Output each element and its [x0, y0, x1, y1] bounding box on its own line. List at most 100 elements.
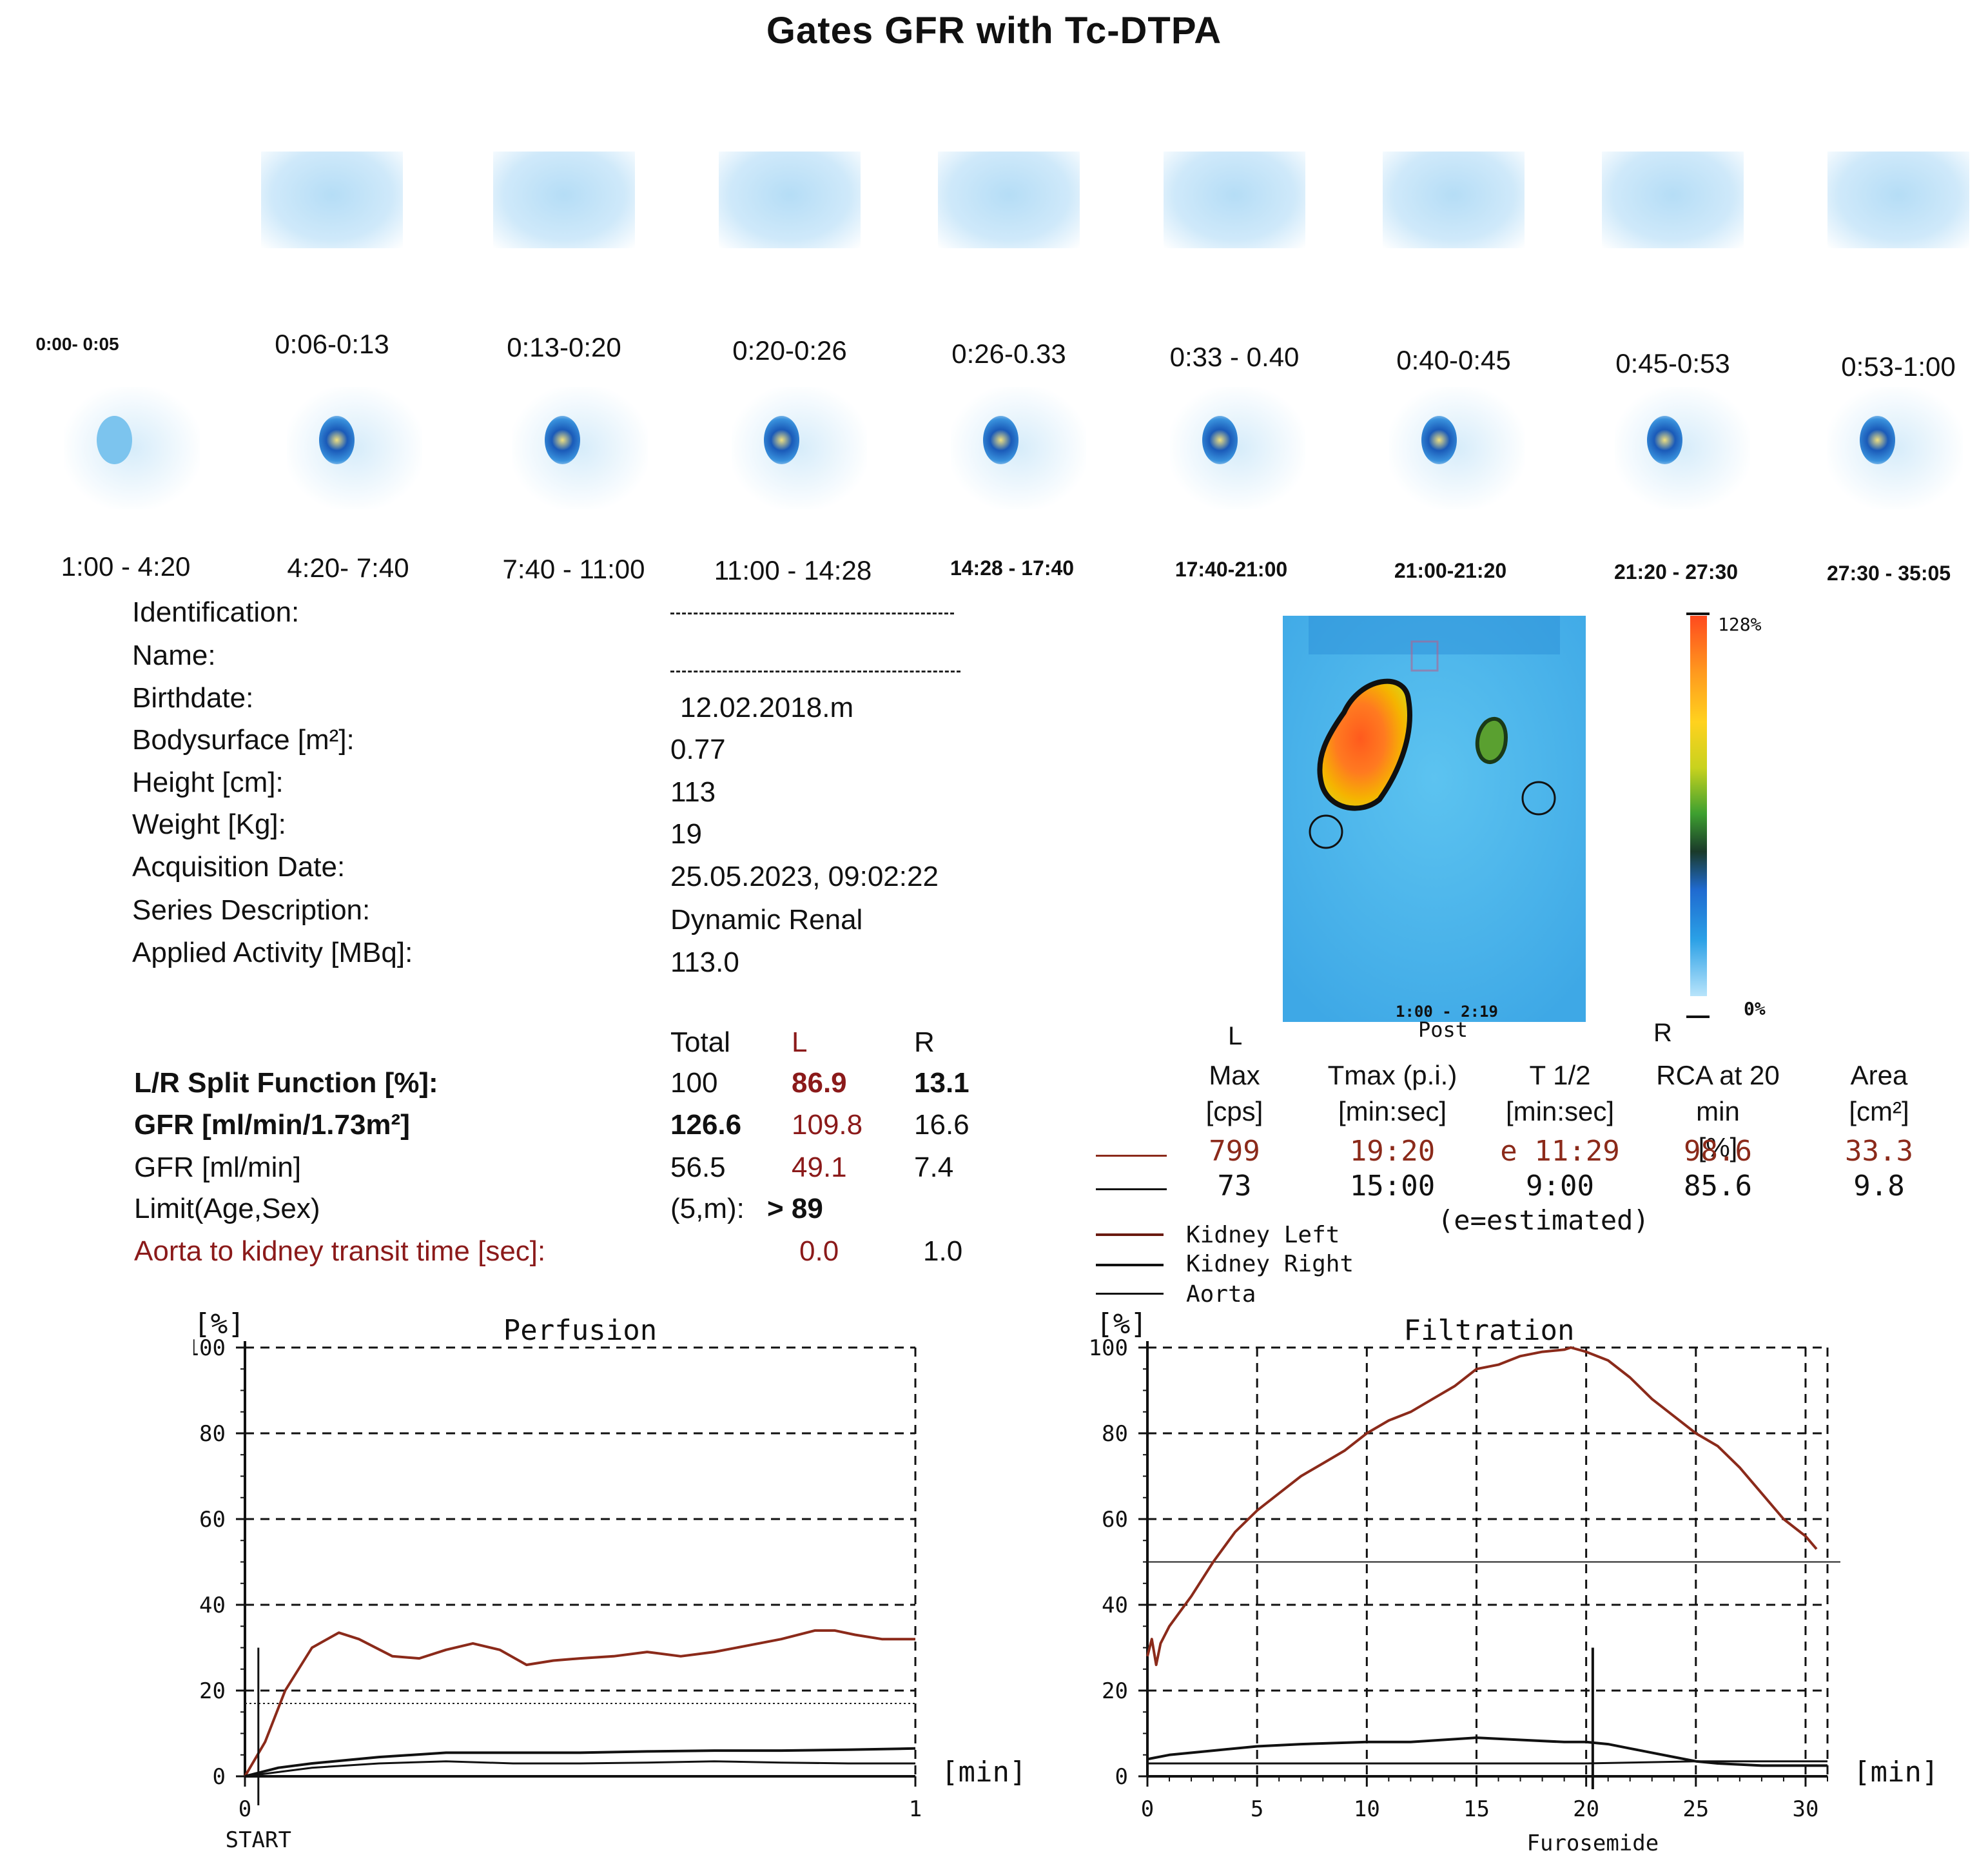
y-tick-label: 60: [1102, 1507, 1128, 1533]
kidney-table-header: RCA at 20 min [%]: [1634, 1057, 1802, 1166]
frame-thumbnail: [938, 152, 1080, 248]
kidney-uptake-spot: [983, 416, 1018, 464]
y-tick-label: 80: [199, 1421, 226, 1447]
series-line-kidney-left: [1146, 1346, 1818, 1667]
patient-field-value: 19: [670, 818, 702, 850]
kidney-table-cell: 85.6: [1684, 1170, 1752, 1202]
kidney-uptake-spot: [1421, 416, 1457, 464]
identification-redacted: [670, 613, 954, 614]
frame-time-label: 17:40-21:00: [1174, 558, 1288, 581]
y-tick-label: 0: [213, 1764, 226, 1790]
x-tick-label: 1: [909, 1796, 922, 1822]
results-total-value: 126.6: [670, 1109, 742, 1141]
y-tick-label: 40: [1102, 1593, 1128, 1618]
frame-thumbnail: [951, 387, 1086, 509]
perfusion-chart: 0 20 40 60 80 100 0 1 Perfusion [%] [min] START: [193, 1308, 1026, 1853]
kidney-table-header: Max [cps]: [1151, 1057, 1318, 1130]
series-line-aorta: [244, 1760, 915, 1778]
kidney-table-header-line: [cm²]: [1849, 1096, 1909, 1126]
frame-thumbnail: [287, 387, 422, 509]
color-scale-top-tick: [1686, 613, 1710, 615]
results-left-value: 109.8: [792, 1109, 863, 1141]
summed-image-left-marker: L: [1228, 1022, 1243, 1050]
results-left-value: 0.0: [799, 1235, 839, 1267]
frame-time-label: 4:20- 7:40: [287, 553, 409, 583]
name-redacted: [670, 671, 960, 672]
kidney-table-cell: 799: [1209, 1135, 1260, 1168]
kidney-table-header: Area [cm²]: [1795, 1057, 1963, 1130]
start-label: START: [226, 1827, 291, 1853]
kidney-table-cell: 15:00: [1349, 1170, 1436, 1202]
kidney-table-header-line: [min:sec]: [1505, 1096, 1615, 1126]
results-row-label: Limit(Age,Sex): [134, 1193, 320, 1224]
frame-time-label: 0:33 - 0.40: [1169, 342, 1300, 372]
curve-legend: Kidney Left Kidney Right Aorta: [1096, 1222, 1367, 1312]
kidney-uptake-spot: [1202, 416, 1238, 464]
patient-field-label: Identification:: [132, 596, 300, 628]
table-legend-left-line: [1096, 1155, 1167, 1157]
frame-time-label: 14:28 - 17:40: [950, 556, 1075, 580]
y-axis-label: [%]: [1096, 1308, 1147, 1340]
kidney-table-cell: 19:20: [1349, 1135, 1436, 1168]
x-tick-label: 30: [1792, 1796, 1818, 1822]
results-left-value: > 89: [767, 1193, 823, 1224]
patient-field-label: Applied Activity [MBq]:: [132, 937, 413, 968]
frame-thumbnail: [1164, 152, 1305, 248]
color-scale-bottom-tick: [1686, 1015, 1710, 1018]
kidney-table-header-line: Max: [1209, 1060, 1260, 1090]
x-tick-label: 15: [1463, 1796, 1490, 1822]
frame-time-label: 0:45-0:53: [1615, 348, 1730, 378]
results-right-value: 1.0: [923, 1235, 963, 1267]
patient-field-value: Dynamic Renal: [670, 904, 863, 936]
kidney-uptake-spot: [97, 416, 132, 464]
frame-thumbnail: [64, 387, 200, 509]
kidney-uptake-spot: [319, 416, 355, 464]
legend-kidney-left: Kidney Left: [1186, 1222, 1340, 1248]
frame-thumbnail: [719, 152, 861, 248]
kidney-uptake-spot: [1860, 416, 1895, 464]
frame-time-label: 7:40 - 11:00: [502, 554, 645, 584]
patient-field-label: Series Description:: [132, 894, 371, 926]
x-tick-label: 25: [1682, 1796, 1709, 1822]
y-tick-label: 100: [1089, 1335, 1128, 1361]
series-line-kidney-right: [1147, 1736, 1827, 1767]
frame-thumbnail: [1389, 387, 1525, 509]
summed-image-right-marker: R: [1653, 1019, 1672, 1047]
kidney-table-header-line: Tmax (p.i.): [1327, 1060, 1457, 1090]
legend-kidney-right: Kidney Right: [1186, 1251, 1354, 1277]
estimated-note: (e=estimated): [1437, 1204, 1650, 1236]
y-tick-label: 20: [199, 1678, 226, 1704]
y-tick-label: 100: [193, 1335, 226, 1361]
legend-aorta: Aorta: [1186, 1281, 1256, 1308]
kidney-uptake-spot: [764, 416, 799, 464]
x-axis-label: [min]: [1853, 1756, 1938, 1789]
frame-thumbnail: [261, 152, 403, 248]
x-axis-label: [min]: [941, 1756, 1026, 1789]
kidney-table-header-line: [%]: [1698, 1132, 1738, 1163]
kidney-table-header: T 1/2 [min:sec]: [1476, 1057, 1644, 1130]
frame-thumbnail: [1615, 387, 1750, 509]
results-row-label: Aorta to kidney transit time [sec]:: [134, 1235, 546, 1267]
summed-image-time: 1:00 - 2:19: [1396, 1003, 1498, 1021]
patient-field-label: Height [cm]:: [132, 767, 284, 798]
series-line-aorta: [1147, 1760, 1827, 1765]
kidney-table-header-line: [min:sec]: [1338, 1096, 1447, 1126]
results-total-value: 56.5: [670, 1152, 726, 1183]
results-left-value: 86.9: [792, 1067, 847, 1099]
x-tick-label: 0: [1141, 1796, 1154, 1822]
color-scale-max: 128%: [1718, 614, 1762, 635]
x-tick-label: 0: [239, 1796, 251, 1822]
results-right-value: 13.1: [914, 1067, 970, 1099]
results-total-value: (5,m):: [670, 1193, 745, 1224]
results-column-header: L: [792, 1026, 808, 1058]
kidney-table-header: Tmax (p.i.) [min:sec]: [1309, 1057, 1476, 1130]
color-scale-min: 0%: [1744, 998, 1766, 1019]
frame-time-label: 0:40-0:45: [1396, 345, 1511, 375]
series-line-kidney-right: [244, 1747, 916, 1778]
frame-thumbnail: [1602, 152, 1744, 248]
summed-image-view: Post: [1418, 1017, 1468, 1042]
results-row-label: GFR [ml/min/1.73m²]: [134, 1109, 410, 1141]
results-left-value: 49.1: [792, 1152, 847, 1183]
kidney-table-cell: e 11:29: [1500, 1135, 1620, 1168]
y-tick-label: 80: [1102, 1421, 1128, 1447]
